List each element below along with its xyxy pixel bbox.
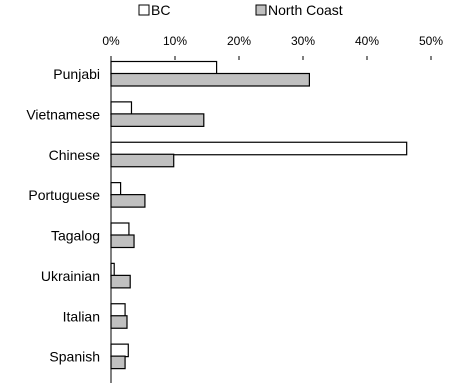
x-tick-label: 40% [355, 34, 379, 48]
bar-north-coast [110, 72, 310, 87]
category-label: Italian [63, 308, 100, 324]
bar-bc [110, 222, 130, 237]
bar-north-coast [110, 315, 128, 329]
category-label: Portuguese [28, 187, 100, 203]
x-tick-label: 30% [291, 34, 315, 48]
x-axis-ticks: 0% 10% 20% 30% 40% 50% [102, 34, 443, 60]
bar-bc [110, 101, 133, 115]
x-tick-label: 50% [419, 34, 443, 48]
bar-north-coast [110, 113, 205, 127]
legend-swatch-bc [138, 4, 150, 16]
category-label: Ukrainian [41, 268, 100, 284]
bar-north-coast [110, 234, 135, 249]
legend-label-north-coast: North Coast [268, 2, 343, 18]
bar-north-coast [110, 274, 131, 289]
bar-north-coast [110, 194, 146, 208]
bar-bc [110, 141, 408, 156]
category-labels: Punjabi Vietnamese Chinese Portuguese Tagalo… [26, 66, 100, 365]
x-tick-label: 10% [163, 34, 187, 48]
bar-north-coast [110, 355, 126, 370]
category-label: Chinese [49, 147, 101, 163]
bar-bc [110, 182, 122, 196]
x-tick-label: 20% [227, 34, 251, 48]
legend-label-bc: BC [151, 2, 170, 18]
legend-swatch-north-coast [255, 4, 267, 16]
bar-bc [110, 343, 129, 358]
bar-bc [110, 303, 126, 317]
bar-north-coast [110, 153, 175, 168]
category-label: Punjabi [53, 66, 100, 82]
category-label: Tagalog [51, 228, 100, 244]
x-tick-label: 0% [102, 34, 120, 48]
category-label: Vietnamese [26, 106, 100, 122]
bars [110, 60, 408, 370]
bar-bc [110, 60, 218, 75]
category-label: Spanish [49, 349, 100, 365]
legend: BC North Coast [138, 2, 343, 18]
